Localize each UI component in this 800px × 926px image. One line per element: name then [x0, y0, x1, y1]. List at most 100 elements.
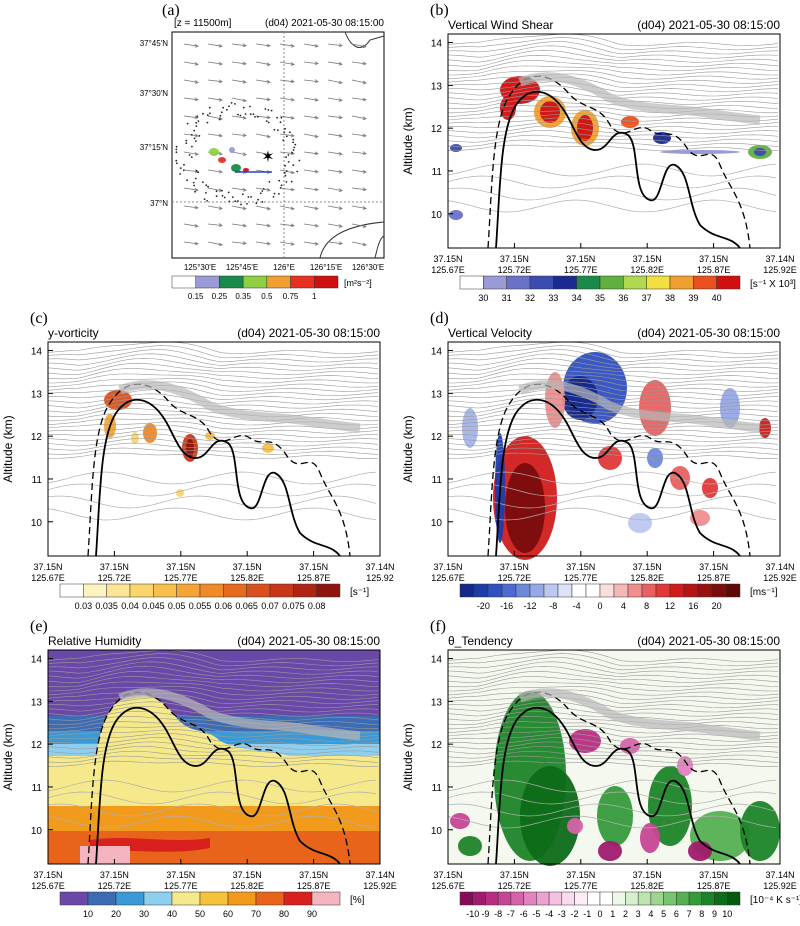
colorbar-swatch-c: [106, 583, 131, 598]
wind-vector-icon: [207, 43, 223, 48]
wind-vector-icon: [303, 133, 319, 139]
wind-vector-icon: [255, 61, 271, 67]
storm-outline-dot: [249, 113, 252, 116]
isentrope-line: [448, 105, 779, 114]
isentrope-line: [447, 121, 778, 130]
colorbar-swatch-b: [506, 275, 531, 290]
storm-outline-dot: [262, 188, 265, 190]
storm-outline-dot: [280, 116, 283, 119]
wind-vector-icon: [327, 97, 343, 102]
x-tick-lon-d: 125.77E: [564, 573, 598, 583]
colorbar-label-d: -20: [477, 601, 490, 611]
colorbar-swatch-d: [487, 583, 503, 598]
map-lon-label: 126°E: [273, 263, 295, 272]
wind-vector-icon: [279, 133, 295, 138]
y-tick-label-e: 12: [31, 740, 43, 751]
isentrope-line: [447, 187, 777, 201]
colorbar-label-d: 4: [621, 601, 626, 611]
isentrope-line: [447, 33, 779, 46]
colorbar-label-c: 0.065: [235, 601, 258, 611]
cloud-boundary-solid-c: [95, 398, 341, 557]
isentrope-line: [447, 125, 779, 135]
colorbar-swatch-d: [585, 583, 601, 598]
isentrope-line: [47, 495, 377, 509]
field-blob-d: [598, 446, 622, 470]
colorbar-label-f: -8: [494, 909, 502, 919]
storm-outline-dot: [241, 193, 244, 196]
isentrope-line: [47, 693, 379, 704]
storm-outline-dot: [285, 156, 287, 159]
wind-vector-icon: [255, 79, 271, 84]
storm-outline-dot: [193, 137, 196, 140]
isentrope-line: [447, 341, 779, 354]
storm-outline-dot: [227, 191, 230, 194]
colorbar-label-d: -4: [573, 601, 581, 611]
colorbar-swatch-b: [646, 275, 671, 290]
isentrope-line: [447, 653, 779, 667]
colorbar-label-e: 20: [111, 909, 121, 919]
storm-outline-dot: [176, 162, 178, 165]
map-lon-label: 125°30'E: [184, 263, 216, 272]
isentrope-line: [447, 693, 779, 704]
storm-outline-dot: [264, 108, 267, 110]
storm-outline-dot: [228, 200, 231, 203]
wind-vector-icon: [351, 223, 367, 228]
x-tick-lon-d: 125.72E: [498, 573, 532, 583]
isentrope-line: [447, 385, 779, 396]
colorbar-label-f: 10: [722, 909, 732, 919]
x-tick-lon-e: 125.77E: [164, 881, 198, 891]
storm-outline-dot: [190, 156, 193, 159]
map-lon-label: 126°15'E: [310, 263, 342, 272]
isentrope-line: [47, 483, 377, 497]
cloud-boundary-solid-b: [495, 90, 741, 249]
isentrope-line: [47, 715, 379, 725]
isentrope-line: [447, 657, 779, 671]
panel-label-e: (e): [30, 618, 48, 635]
colorbar-swatch-f: [612, 891, 626, 906]
isentrope-line: [447, 803, 777, 817]
wind-vector-icon: [303, 43, 319, 48]
y-tick-label-f: 14: [431, 655, 443, 666]
colorbar-swatch-f: [727, 891, 741, 906]
x-tick-lon-f: 125.72E: [498, 881, 532, 891]
storm-outline-dot: [283, 131, 286, 134]
colorbar-label-e: 60: [223, 909, 233, 919]
x-tick-lon-f: 125.92E: [763, 881, 797, 891]
storm-outline-dot: [273, 128, 276, 131]
contour-lines-b: [447, 33, 779, 213]
storm-outline-dot: [284, 174, 287, 177]
wind-vector-icon: [303, 205, 319, 211]
wind-vector-icon: [327, 43, 343, 47]
y-tick-label-e: 11: [32, 783, 43, 794]
storm-outline-dot: [207, 185, 210, 188]
y-tick-label-b: 12: [431, 124, 443, 135]
x-tick-lat-d: 37.15N: [433, 562, 462, 572]
wind-vector-icon: [351, 187, 367, 192]
colorbar-label-c: 0.08: [308, 601, 326, 611]
wind-vector-icon: [183, 43, 199, 48]
colorbar-swatch-f: [574, 891, 588, 906]
colorbar-unit-a: [m²s⁻²]: [344, 278, 372, 288]
wind-vector-icon: [183, 223, 199, 228]
colorbar-label-c: 0.05: [168, 601, 186, 611]
field-blob-f: [640, 823, 660, 853]
isentrope-line: [47, 665, 379, 679]
field-blob-f: [450, 813, 470, 829]
storm-outline-dot: [196, 115, 199, 118]
field-blob-b: [449, 210, 463, 220]
storm-outline-dot: [215, 190, 218, 193]
field-blob-f: [458, 836, 482, 856]
colorbar-label-d: 16: [688, 601, 698, 611]
wind-vector-icon: [303, 169, 319, 174]
wind-vector-icon: [207, 97, 223, 102]
field-blob-b: [540, 101, 560, 123]
colorbar-swatch-e: [143, 891, 173, 906]
wind-vector-icon: [207, 61, 223, 66]
isentrope-line: [447, 99, 779, 109]
field-blob-c: [176, 489, 184, 497]
isentrope-line: [447, 345, 779, 359]
isentrope-line: [447, 779, 777, 793]
panel-label-d: (d): [430, 310, 449, 327]
isentrope-line: [447, 495, 777, 509]
wind-vector-icon: [279, 241, 295, 246]
